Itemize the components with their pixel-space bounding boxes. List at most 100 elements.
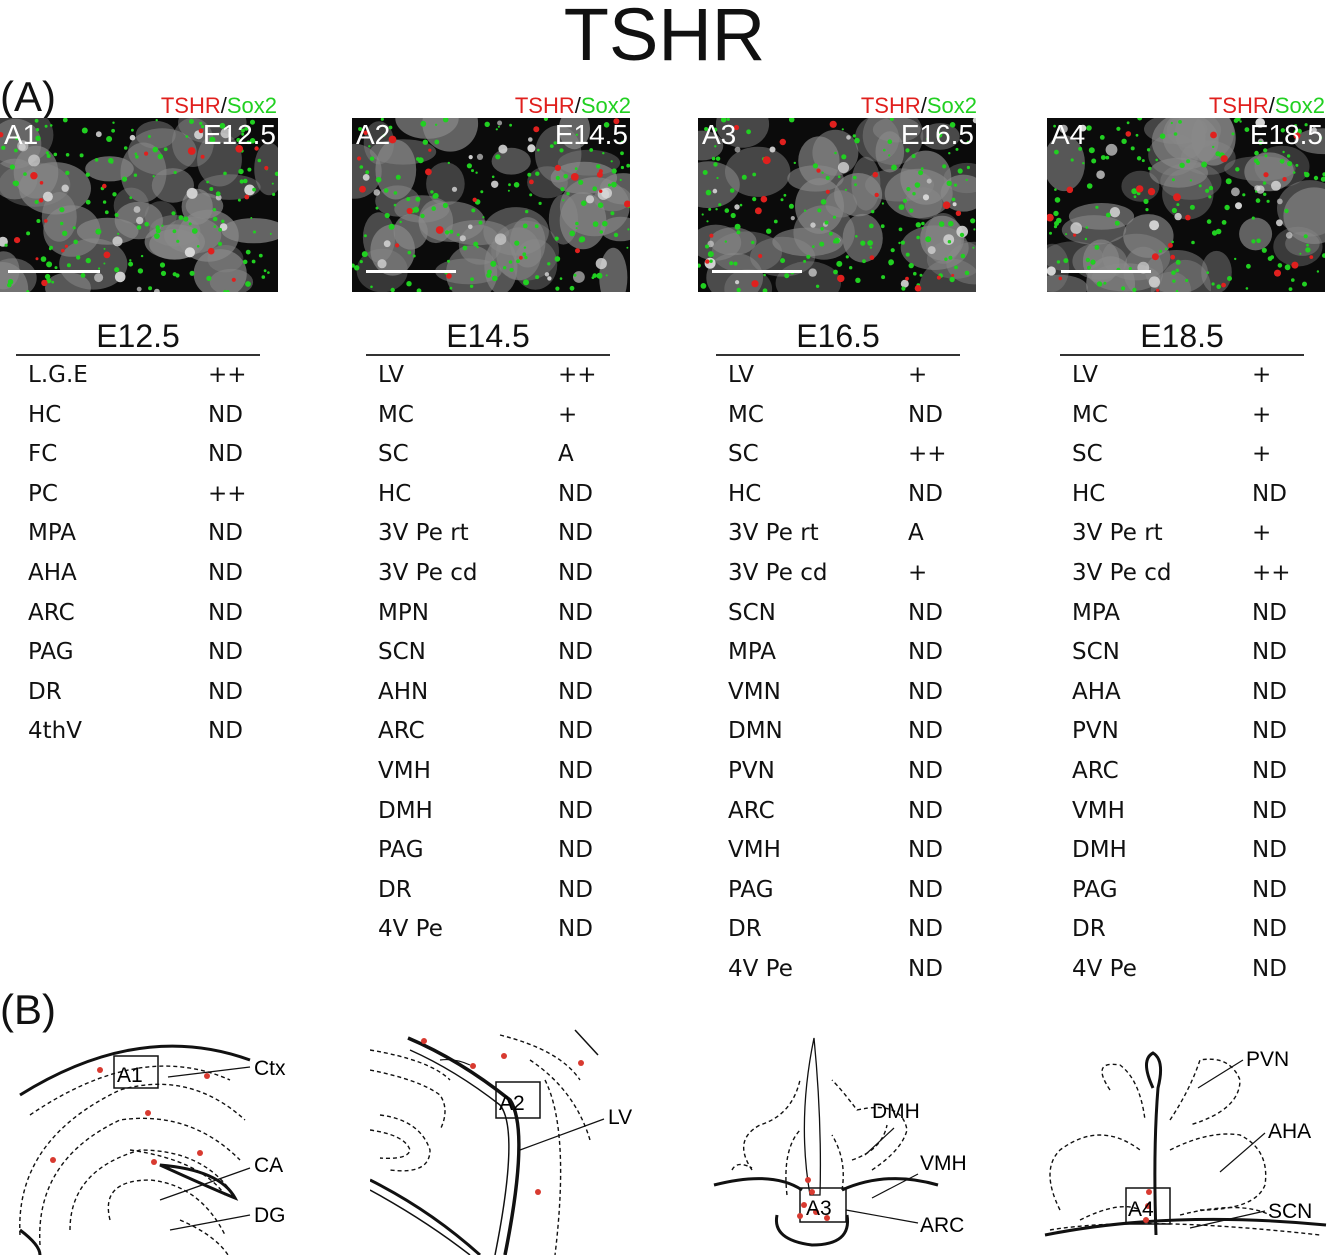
region-name: MPA bbox=[28, 520, 76, 547]
sox2-signal bbox=[1099, 135, 1105, 140]
tshr-signal bbox=[529, 179, 534, 185]
expression-dot bbox=[805, 1177, 811, 1183]
table-row: AHA ND bbox=[16, 554, 260, 594]
sox2-signal bbox=[191, 228, 198, 234]
sox2-signal bbox=[430, 190, 434, 194]
sox2-signal bbox=[705, 189, 712, 196]
sox2-signal bbox=[131, 128, 134, 132]
sox2-signal bbox=[560, 187, 565, 192]
sox2-signal bbox=[148, 286, 153, 291]
sox2-signal bbox=[447, 259, 450, 263]
table-header: E16.5 bbox=[716, 318, 960, 356]
sox2-signal bbox=[613, 232, 619, 238]
table-row: PAG ND bbox=[716, 871, 960, 911]
sox2-signal bbox=[95, 228, 102, 235]
sox2-signal bbox=[1291, 278, 1295, 282]
region-name: LV bbox=[378, 362, 405, 388]
expression-level: + bbox=[1252, 401, 1272, 428]
sox2-signal bbox=[1175, 289, 1179, 292]
sox2-signal bbox=[793, 161, 796, 165]
sox2-signal bbox=[62, 118, 68, 123]
bright-spot bbox=[451, 186, 458, 192]
sox2-signal bbox=[953, 183, 958, 187]
table-row: AHN ND bbox=[366, 673, 610, 713]
sox2-signal bbox=[490, 260, 497, 267]
tshr-signal bbox=[554, 164, 561, 171]
sox2-signal bbox=[1255, 190, 1258, 193]
sox2-signal bbox=[972, 246, 975, 249]
sox2-signal bbox=[175, 273, 180, 278]
sox2-signal bbox=[1256, 238, 1261, 244]
sox2-signal bbox=[1085, 226, 1089, 229]
dotted-contour bbox=[29, 1065, 231, 1116]
sox2-signal bbox=[79, 153, 84, 158]
sox2-signal bbox=[733, 261, 738, 266]
nucleus bbox=[851, 156, 881, 211]
bright-spot bbox=[184, 247, 195, 258]
sox2-signal bbox=[72, 226, 76, 230]
sox2-signal bbox=[718, 203, 722, 207]
sox2-signal bbox=[905, 148, 910, 153]
sox2-signal bbox=[117, 232, 120, 235]
sox2-signal bbox=[1299, 252, 1302, 255]
sox2-signal bbox=[1244, 127, 1250, 132]
sox2-signal bbox=[900, 240, 905, 245]
nucleus bbox=[558, 118, 590, 150]
sox2-signal bbox=[626, 246, 629, 249]
expression-level: ND bbox=[558, 916, 593, 943]
sox2-signal bbox=[390, 287, 395, 292]
sox2-signal bbox=[35, 128, 40, 132]
sox2-signal bbox=[1263, 148, 1268, 153]
nucleus bbox=[1047, 243, 1070, 292]
sox2-signal bbox=[602, 220, 608, 227]
expression-table-e12-5: E12.5 L.G.E ++ HC ND FC ND PC ++ MPA ND AHA ND ARC ND… bbox=[16, 318, 260, 752]
tshr-signal bbox=[395, 243, 400, 248]
sox2-signal bbox=[369, 156, 375, 161]
sox2-signal bbox=[620, 140, 624, 144]
sox2-signal bbox=[855, 277, 861, 283]
sox2-signal bbox=[752, 172, 757, 177]
table-row: DMH ND bbox=[366, 792, 610, 832]
sox2-signal bbox=[852, 175, 857, 180]
sox2-signal bbox=[888, 259, 894, 266]
expression-level: ND bbox=[1252, 599, 1287, 626]
sox2-signal bbox=[837, 175, 841, 179]
region-label: PVN bbox=[1246, 1048, 1289, 1071]
sox2-signal bbox=[620, 165, 624, 170]
sox2-signal bbox=[700, 283, 707, 289]
nucleus bbox=[171, 118, 214, 167]
nucleus bbox=[120, 142, 167, 203]
sox2-signal bbox=[1070, 158, 1074, 162]
dotted-contour bbox=[1049, 1134, 1141, 1211]
table-row: FC ND bbox=[16, 435, 260, 475]
sox2-signal bbox=[383, 188, 389, 193]
sox2-signal bbox=[1320, 176, 1325, 182]
bright-spot bbox=[1271, 180, 1281, 191]
sox2-signal bbox=[65, 170, 70, 176]
tshr-signal bbox=[758, 253, 763, 259]
tshr-label: TSHR bbox=[860, 93, 921, 118]
sox2-signal bbox=[393, 203, 397, 207]
sox2-signal bbox=[1100, 155, 1106, 160]
sox2-signal bbox=[406, 281, 412, 287]
ventricle-wall bbox=[407, 1036, 521, 1255]
sox2-signal bbox=[246, 140, 251, 145]
sox2-signal bbox=[111, 128, 115, 133]
sox2-signal bbox=[965, 178, 968, 182]
sox2-signal bbox=[135, 155, 139, 159]
sox2-signal bbox=[925, 236, 932, 243]
sox2-signal bbox=[176, 239, 180, 243]
region-name: DMN bbox=[728, 718, 783, 745]
tshr-signal bbox=[1282, 177, 1287, 182]
sox2-signal bbox=[906, 187, 911, 192]
region-name: 3V Pe rt bbox=[728, 520, 819, 547]
dotted-contour bbox=[499, 1034, 581, 1081]
sox2-signal bbox=[486, 273, 491, 278]
sox2-signal bbox=[780, 258, 786, 264]
nucleus bbox=[375, 139, 417, 200]
dotted-contour bbox=[19, 1083, 246, 1236]
sox2-signal bbox=[274, 171, 278, 176]
dotted-contour bbox=[107, 1179, 226, 1236]
sox2-signal bbox=[1280, 128, 1285, 133]
sox2-signal bbox=[172, 229, 177, 234]
